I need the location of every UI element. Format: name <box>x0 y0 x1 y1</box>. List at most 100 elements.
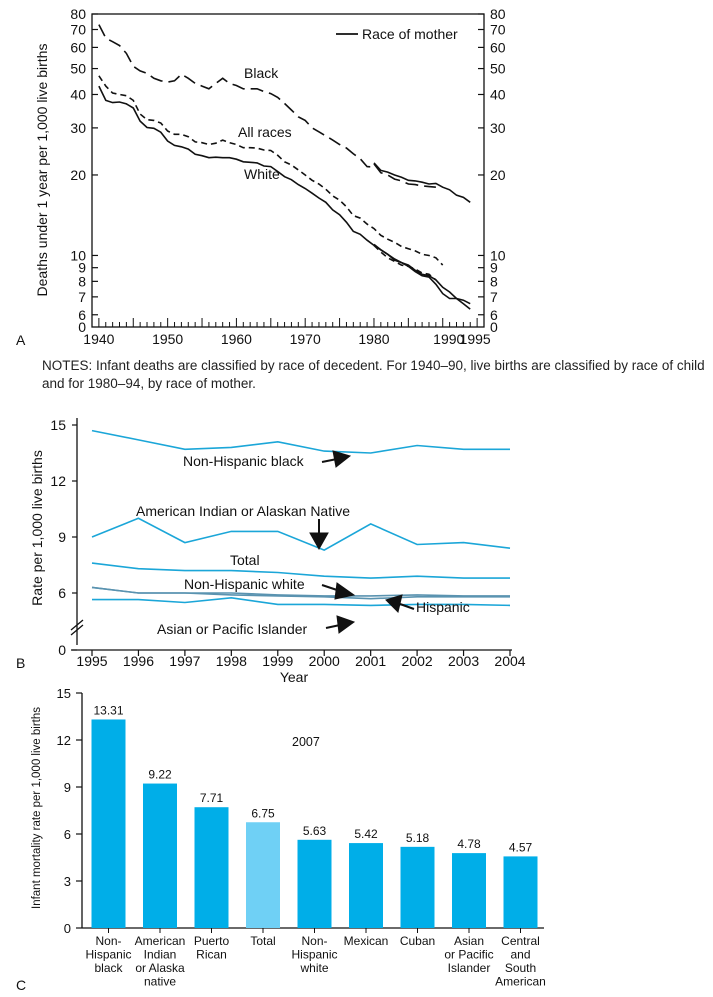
x-tick-label: 1950 <box>152 331 183 347</box>
category-label: Total <box>250 934 275 948</box>
y-tick-label: 0 <box>64 921 71 936</box>
y-tick-label-right: 8 <box>490 273 498 289</box>
bar-value-label: 5.63 <box>303 824 327 838</box>
x-tick-label: 1998 <box>216 653 247 669</box>
bar <box>349 843 383 928</box>
panel-a-legend: Race of mother <box>336 26 458 42</box>
panel-c-chart: 0 3 6 9 12 15 13.31 Non-Hispanic black 9.22 Ameri… <box>31 686 546 989</box>
panel-b-label: B <box>16 655 25 671</box>
y-tick-label-left: 50 <box>70 61 86 77</box>
x-tick-label: 1995 <box>460 331 491 347</box>
y-tick-label: 9 <box>64 780 71 795</box>
y-tick-label-left: 20 <box>70 167 86 183</box>
bar <box>143 783 177 928</box>
y-tick-label-left: 7 <box>78 289 86 305</box>
axis-break-mark <box>70 619 84 636</box>
bar-value-label: 13.31 <box>93 703 123 717</box>
series-line-black <box>373 163 436 188</box>
y-tick-label-right: 40 <box>490 86 506 102</box>
x-tick-label: 1940 <box>83 331 114 347</box>
y-tick-label-right: 10 <box>490 247 506 263</box>
y-tick-label: 6 <box>58 585 66 601</box>
x-tick-label: 2001 <box>355 653 386 669</box>
x-tick-label: 1990 <box>433 331 464 347</box>
x-tick-label: 1960 <box>221 331 252 347</box>
panel-a-frame <box>91 13 485 328</box>
bar <box>91 719 126 928</box>
annotation-all-races: All races <box>238 124 292 140</box>
x-tick-label: 2003 <box>448 653 479 669</box>
label-total: Total <box>230 552 260 568</box>
x-tick-label: 1996 <box>123 653 154 669</box>
x-tick-label: 2004 <box>494 653 525 669</box>
series-line-white <box>98 85 471 305</box>
panel-b-chart: 0 6 9 12 15 1995 1996 1997 1998 1999 2000 2001 2002 2… <box>29 417 526 685</box>
y-tick-label: 0 <box>58 642 66 658</box>
panel-c-y-axis-label: Infant mortality rate per 1,000 live bir… <box>31 707 43 909</box>
panel-b-y-axis-label: Rate per 1,000 live births <box>29 450 45 606</box>
category-label: Puerto Rican <box>194 934 230 962</box>
series-line-non-hispanic-black <box>91 429 510 454</box>
y-tick-label-right: 6 <box>490 307 498 323</box>
arrow-non-hispanic-black <box>321 450 352 468</box>
y-tick-label-right: 80 <box>490 6 506 22</box>
category-label: Mexican <box>344 934 389 948</box>
x-tick-label: 1970 <box>290 331 321 347</box>
annotation-black: Black <box>244 65 279 81</box>
y-tick-label-right: 50 <box>490 61 506 77</box>
arrow-non-hispanic-white <box>321 582 356 600</box>
y-tick-label-left: 10 <box>70 247 86 263</box>
bar-value-label: 4.78 <box>457 837 481 851</box>
y-tick-label-right: 60 <box>490 39 506 55</box>
panel-c-title: 2007 <box>292 735 320 749</box>
bar-value-label: 9.22 <box>148 768 172 782</box>
panel-a-label: A <box>16 332 26 348</box>
x-tick-label: 1980 <box>358 331 389 347</box>
series-line-all-races <box>98 75 444 266</box>
bar <box>400 846 435 928</box>
series-line-white <box>373 243 471 310</box>
y-tick-label: 15 <box>57 686 71 701</box>
x-tick-label: 2002 <box>402 653 433 669</box>
series-line-hispanic <box>91 586 510 600</box>
y-tick-label-left: 0 <box>78 319 86 335</box>
y-tick-label-left: 80 <box>70 6 86 22</box>
arrow-hispanic <box>385 594 415 613</box>
category-label: Non-Hispanic black <box>85 934 131 975</box>
y-tick-label-right: 0 <box>490 319 498 335</box>
category-label: Cuban <box>400 934 435 948</box>
y-tick-label: 12 <box>50 473 66 489</box>
y-tick-label-left: 30 <box>70 120 86 136</box>
bar-value-label: 5.42 <box>354 827 378 841</box>
y-tick-label: 6 <box>64 827 71 842</box>
label-asian-pacific-islander: Asian or Pacific Islander <box>157 621 308 637</box>
y-tick-label-left: 60 <box>70 39 86 55</box>
x-tick-label: 1997 <box>169 653 200 669</box>
bar-value-label: 7.71 <box>200 791 224 805</box>
bar <box>452 853 486 928</box>
category-label: Asian or Pacific Islander <box>444 934 493 975</box>
arrow-american-indian <box>309 519 329 551</box>
y-tick-label: 9 <box>58 529 66 545</box>
y-tick-label-left: 6 <box>78 307 86 323</box>
series-line-american-indian-or-alaskan-native <box>91 517 511 551</box>
y-tick-label-left: 70 <box>70 22 86 38</box>
bar-value-label: 6.75 <box>251 806 275 820</box>
annotation-white: White <box>244 166 280 182</box>
series-line-black <box>98 24 375 168</box>
x-tick-label: 1995 <box>76 653 107 669</box>
y-tick-label-right: 20 <box>490 167 506 183</box>
y-tick-label-left: 8 <box>78 273 86 289</box>
y-tick-label-left: 9 <box>78 260 86 276</box>
label-american-indian: American Indian or Alaskan Native <box>136 503 350 519</box>
label-non-hispanic-black: Non-Hispanic black <box>183 453 305 469</box>
notes-text: NOTES: Infant deaths are classified by r… <box>42 358 705 391</box>
bar-value-label: 5.18 <box>406 831 430 845</box>
category-label: Non-Hispanic white <box>291 934 337 975</box>
bar-value-label: 4.57 <box>509 840 533 854</box>
y-tick-label: 12 <box>57 733 71 748</box>
y-tick-label-left: 40 <box>70 86 86 102</box>
y-tick-label-right: 70 <box>490 22 506 38</box>
